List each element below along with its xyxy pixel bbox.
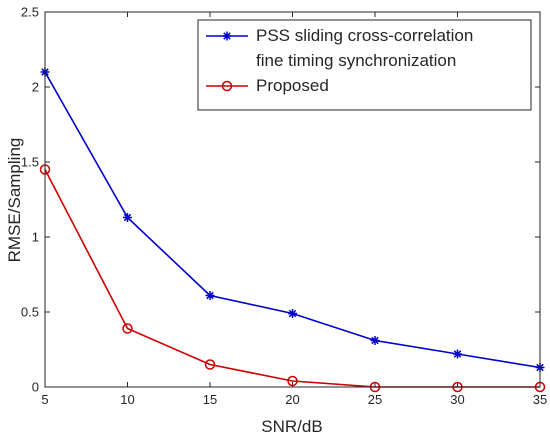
data-point-2 [204,359,216,370]
marker-stroke [288,309,297,318]
data-point-1 [370,336,380,345]
plot-frame [44,11,541,388]
x-tick-label: 20 [285,392,299,407]
legend: PSS sliding cross-correlation fine timing… [197,19,532,111]
x-tick-label: 5 [41,392,48,407]
legend-label-2: Proposed [256,76,329,95]
marker-stroke [123,213,132,222]
data-point-1 [288,309,297,318]
y-tick-label: 0 [32,380,39,395]
x-tick-label: 30 [450,392,464,407]
x-tick-label: 25 [368,392,382,407]
data-point-2 [287,375,298,387]
y-tick-label: 1.5 [21,155,39,170]
legend-marker-2 [221,80,233,92]
marker-stroke [223,32,231,40]
data-point-1 [123,213,132,222]
tick-labels: 5 10 15 20 25 30 35 0 0.5 1 1.5 2 2.5 [21,5,547,408]
x-axis-title: SNR/dB [261,417,322,436]
y-tick-label: 0.5 [21,305,39,320]
x-tick-label: 10 [120,392,134,407]
y-tick-label: 1 [32,230,39,245]
x-tick-label: 15 [203,392,217,407]
x-tick-label: 35 [533,392,547,407]
marker-stroke [206,291,214,300]
legend-label-1: fine timing synchronization [256,51,456,70]
data-point-1 [205,291,215,300]
legend-box [197,19,532,111]
data-point-1 [453,349,462,359]
y-tick-label: 2 [32,80,39,95]
legend-label-1: PSS sliding cross-correlation [256,26,473,45]
marker-stroke [371,336,379,345]
y-axis-title: RMSE/Sampling [5,138,24,263]
legend-marker-1 [222,31,232,41]
data-point-2 [122,323,133,334]
y-tick-label: 2.5 [21,5,39,20]
marker-stroke [453,350,462,358]
